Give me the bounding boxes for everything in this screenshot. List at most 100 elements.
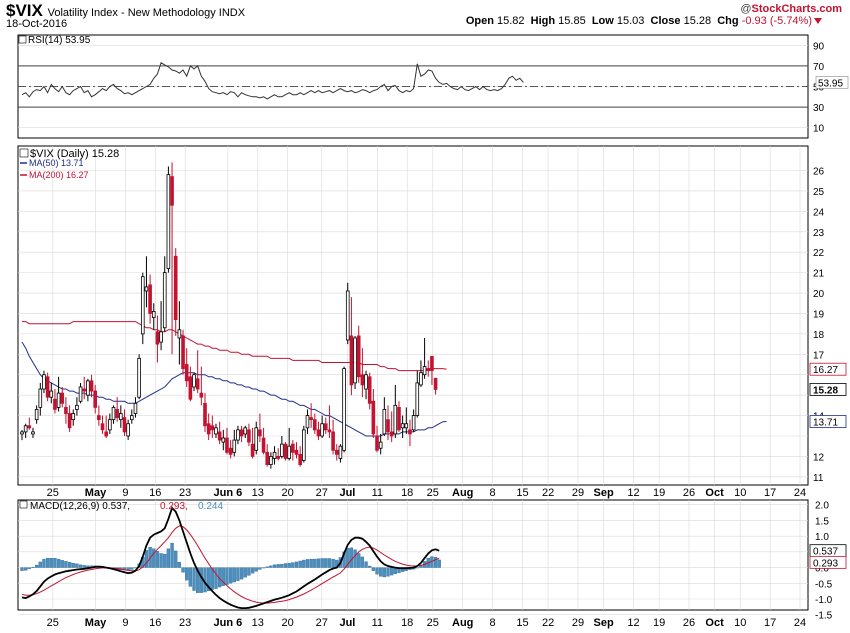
candle-body xyxy=(93,390,98,408)
macd-histogram-bar xyxy=(375,567,379,575)
chg-value: -0.93 (-5.74%) xyxy=(741,15,812,27)
candle-body xyxy=(280,443,284,457)
macd-histogram-bar xyxy=(313,558,317,568)
candle-body xyxy=(119,413,123,421)
macd-histogram-bar xyxy=(64,561,68,568)
date-tick-label: Oct xyxy=(705,487,724,499)
candle-body xyxy=(375,435,379,451)
ma200-badge-label: 16.27 xyxy=(813,365,838,376)
candle-body xyxy=(411,415,416,431)
date-tick-label: 10 xyxy=(734,487,746,499)
candle-body xyxy=(422,366,427,376)
candle-body xyxy=(239,429,244,437)
ma50-badge xyxy=(809,415,847,428)
candle-body xyxy=(97,415,101,421)
macd-date-tick-label: 23 xyxy=(179,617,191,629)
macd-date-tick-label: 29 xyxy=(572,617,584,629)
candle-body xyxy=(148,284,152,314)
candle-body xyxy=(129,415,134,421)
macd-date-tick-label: May xyxy=(85,617,107,629)
macd-histogram-bar xyxy=(360,556,365,568)
macd-histogram-bar xyxy=(291,562,295,568)
candle-body xyxy=(225,437,229,453)
candle-body xyxy=(108,419,112,431)
symbol-ticker: $VIX xyxy=(6,1,43,20)
candle-body xyxy=(323,423,328,431)
open-value: 15.82 xyxy=(497,15,525,27)
macd-histogram-bar xyxy=(386,567,390,577)
price-tick-label: 21 xyxy=(813,269,825,280)
price-tick-label: 22 xyxy=(813,248,825,259)
macd-histogram-bar xyxy=(368,565,372,568)
macd-histogram-bar xyxy=(24,567,28,571)
macd-date-tick-label: 12 xyxy=(627,617,639,629)
candle-body xyxy=(331,431,335,451)
candle-body xyxy=(433,377,438,390)
ma200-badge xyxy=(809,362,847,376)
candle-body xyxy=(67,413,72,429)
candle-body xyxy=(115,409,119,419)
macd-histogram-bar xyxy=(254,567,258,572)
candle-body xyxy=(122,417,127,433)
date-tick-label: 13 xyxy=(252,487,264,499)
macd-date-tick-label: 20 xyxy=(282,617,294,629)
candle-body xyxy=(34,409,39,421)
symbol: $VIX Volatility Index - New Methodology … xyxy=(6,1,245,21)
macd-histogram-bar xyxy=(269,565,273,568)
candle-body xyxy=(159,331,163,343)
candle-body xyxy=(247,429,251,443)
ma50-legend-label: MA(50) 13.71 xyxy=(29,158,84,168)
price-panel-frame xyxy=(17,145,809,486)
macd-histogram-bar xyxy=(188,567,193,587)
date-tick-label: 15 xyxy=(516,487,528,499)
macd-histogram-bar xyxy=(371,567,376,571)
candle-body xyxy=(419,372,423,386)
price-legend-swatch xyxy=(19,148,29,158)
candle-body xyxy=(408,429,412,435)
candle-body xyxy=(78,386,83,402)
candle-body xyxy=(430,355,434,372)
date-tick-label: 11 xyxy=(372,487,383,499)
macd-histogram-bar xyxy=(433,557,438,568)
candle-body xyxy=(415,382,420,416)
macd-histogram-bar xyxy=(258,567,262,570)
macd-histogram-bar xyxy=(60,560,64,568)
signal-badge xyxy=(809,555,847,569)
candle-body xyxy=(236,429,240,441)
macd-histogram-bar xyxy=(316,558,321,568)
ohlc-readout: Open 15.82 High 15.85 Low 15.03 Close 15… xyxy=(466,15,812,27)
macd-histogram-bar xyxy=(232,567,236,583)
macd-histogram-bar xyxy=(20,567,24,571)
close-badge xyxy=(809,383,847,396)
macd-tick-label: 2.0 xyxy=(815,501,829,512)
candle-body xyxy=(302,429,306,461)
candle-body xyxy=(82,388,87,392)
candle-body xyxy=(378,441,383,449)
rsi-last-label: 53.95 xyxy=(818,78,843,89)
candle-body xyxy=(42,374,46,390)
candle-body xyxy=(254,427,259,451)
candle-body xyxy=(210,425,215,431)
candle-body xyxy=(53,398,57,410)
down-arrow-icon xyxy=(814,18,822,24)
macd-histogram-bar xyxy=(272,564,277,568)
high-label: High xyxy=(530,15,556,27)
chg-label: Chg xyxy=(717,15,739,27)
candle-body xyxy=(360,374,365,386)
candle-body xyxy=(199,392,204,398)
candle-body xyxy=(287,445,291,459)
candle-body xyxy=(232,439,237,453)
candle-body xyxy=(349,335,354,386)
macd-date-tick-label: 19 xyxy=(653,617,665,629)
candle-body xyxy=(206,423,211,435)
macd-histogram-bar xyxy=(163,553,167,568)
price-tick-label: 11 xyxy=(813,473,824,484)
candle-body xyxy=(382,409,387,435)
candle-body xyxy=(49,390,54,398)
macd-date-tick-label: 16 xyxy=(149,617,161,629)
candle-body xyxy=(345,290,350,341)
macd-histogram-bar xyxy=(221,567,225,586)
price-tick-label: 23 xyxy=(813,228,825,239)
macd-histogram-bar xyxy=(152,548,156,568)
macd-histogram-bar xyxy=(31,567,35,568)
